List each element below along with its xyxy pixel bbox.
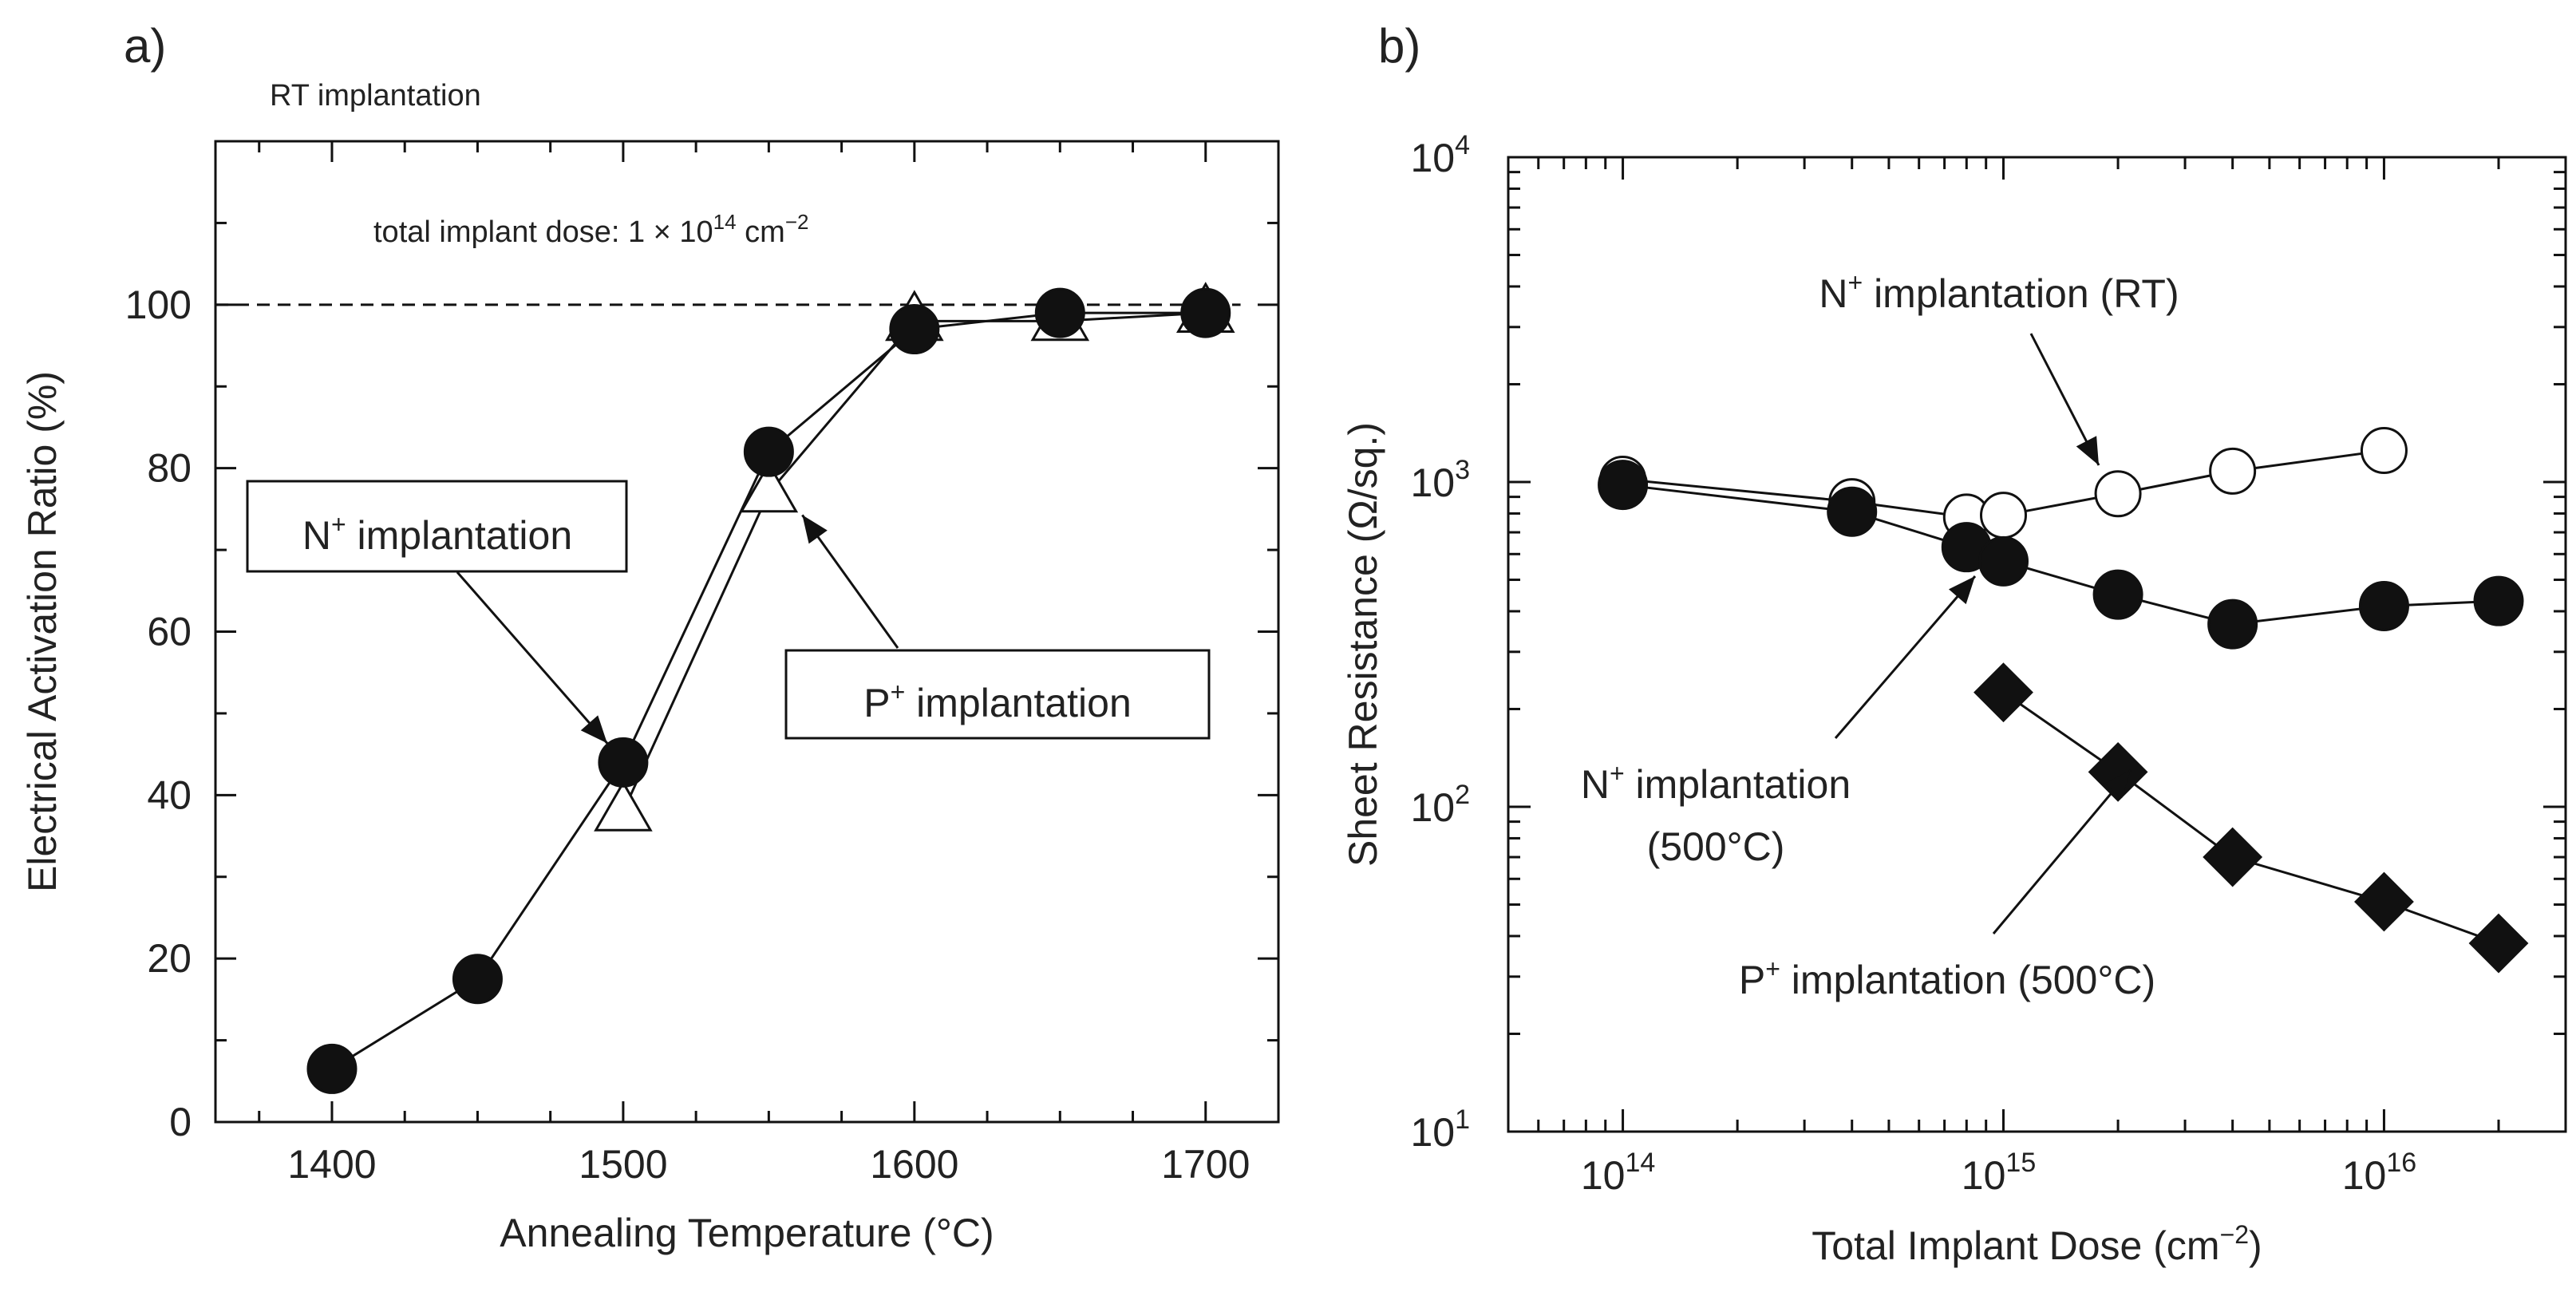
n-plus-arrow-line <box>456 571 609 745</box>
y-tick-label: 103 <box>1410 455 1470 505</box>
n-plus-callout-label: N+ implantation <box>302 510 572 558</box>
p-plus-500c-arrow-head <box>2104 770 2131 799</box>
dose-annotation: total implant dose: 1 × 1014 cm−2 <box>373 210 808 249</box>
n-plus-rt-point <box>2360 427 2408 475</box>
n-plus-500c-point <box>2207 599 2258 650</box>
y-tick-label: 40 <box>147 772 192 817</box>
n-plus-500c-point <box>2092 569 2143 620</box>
x-tick-label: 1700 <box>1161 1142 1250 1187</box>
p-plus-500c-arrow-line <box>1992 769 2132 934</box>
panel-a-label: a) <box>124 19 166 73</box>
n-plus-point <box>1180 287 1231 338</box>
plot-frame-a <box>214 140 1280 1124</box>
n-plus-500c-label: N+ implantation <box>1581 759 1851 807</box>
x-tick-label: 1014 <box>1581 1148 1655 1198</box>
p-plus-arrow-line <box>801 514 899 649</box>
n-plus-500c-arrow-head <box>1948 576 1975 605</box>
panel-b: b) 101 102 103 104 1014 1015 1016 Total Implant … <box>1341 19 2567 1268</box>
y-tick-label: 0 <box>169 1100 192 1144</box>
n-plus-point <box>306 1043 358 1094</box>
y-tick-label: 101 <box>1410 1104 1470 1155</box>
x-tick-label: 1016 <box>2342 1148 2416 1198</box>
n-plus-point <box>452 954 503 1005</box>
n-plus-rt-point <box>2094 470 2142 518</box>
n-plus-point <box>1034 287 1085 338</box>
n-plus-point <box>598 737 649 788</box>
y-axis-title-a: Electrical Activation Ratio (%) <box>20 371 65 892</box>
y-tick-label: 104 <box>1410 130 1470 180</box>
y-tick-label: 80 <box>147 446 192 491</box>
p-plus-point <box>739 461 799 513</box>
n-plus-point <box>889 304 940 355</box>
n-plus-rt-arrow-head <box>2076 436 2099 465</box>
panel-a-subtitle: RT implantation <box>270 79 481 113</box>
panel-b-label: b) <box>1378 19 1420 73</box>
n-plus-500c-point <box>1827 486 1878 537</box>
p-plus-callout-box <box>784 649 1211 740</box>
n-plus-callout-box <box>246 480 628 573</box>
p-plus-arrow-head <box>802 515 828 544</box>
p-plus-500c-point <box>2088 741 2148 802</box>
x-tick-label: 1015 <box>1962 1148 2036 1198</box>
n-plus-500c-point <box>2473 575 2524 626</box>
panel-a: a) RT implantation 0 20 40 60 80 100 1400 1500 160… <box>20 19 1280 1255</box>
p-plus-500c-point <box>2354 871 2414 932</box>
x-tick-label: 1500 <box>579 1142 667 1187</box>
n-plus-rt-point <box>1980 492 2028 539</box>
n-plus-500c-point <box>1598 460 1649 511</box>
y-tick-label: 20 <box>147 936 192 981</box>
n-plus-rt-point <box>2209 447 2257 495</box>
n-plus-500c-point <box>1978 535 2029 587</box>
series-line-p-plus-500c <box>2002 691 2499 945</box>
p-plus-500c-point <box>2203 827 2263 887</box>
p-plus-500c-point <box>2468 913 2529 974</box>
n-plus-500c-arrow-line <box>1834 575 1977 739</box>
plot-frame-b <box>1507 156 2567 1133</box>
y-tick-label: 100 <box>125 283 192 327</box>
y-axis-title-b: Sheet Resistance (Ω/sq.) <box>1341 422 1385 867</box>
x-tick-label: 1600 <box>870 1142 958 1187</box>
p-plus-500c-label: P+ implantation (500°C) <box>1739 954 2155 1002</box>
p-plus-500c-point <box>1973 662 2033 723</box>
p-plus-point <box>594 780 653 832</box>
n-plus-500c-point <box>2358 580 2409 631</box>
n-plus-rt-label: N+ implantation (RT) <box>1819 268 2179 316</box>
x-axis-title-a: Annealing Temperature (°C) <box>500 1211 994 1255</box>
x-axis-title-b: Total Implant Dose (cm−2) <box>1811 1220 2262 1268</box>
y-tick-label: 102 <box>1410 780 1470 830</box>
y-tick-label: 60 <box>147 610 192 654</box>
n-plus-arrow-head <box>580 715 607 744</box>
p-plus-callout-label: P+ implantation <box>863 678 1132 725</box>
n-plus-500c-label-line2: (500°C) <box>1647 824 1785 869</box>
x-tick-label: 1400 <box>287 1142 376 1187</box>
n-plus-point <box>743 426 794 477</box>
